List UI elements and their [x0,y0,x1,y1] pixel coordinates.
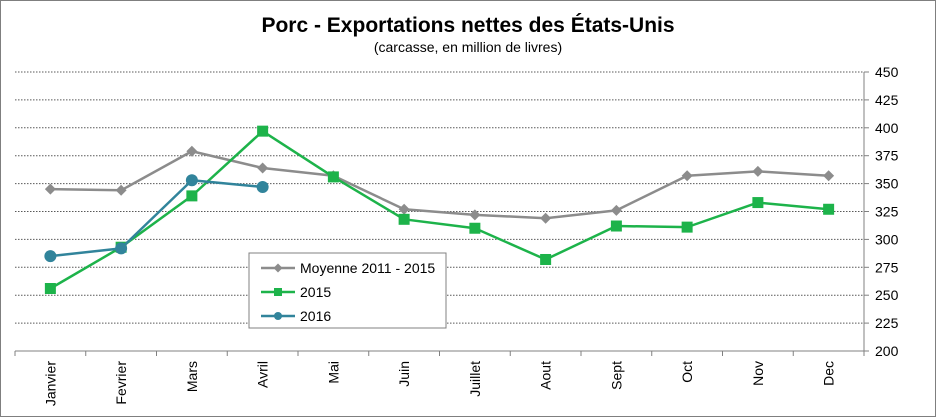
x-tick-label: Avril [255,361,271,388]
data-point [752,197,764,209]
legend: Moyenne 2011 - 2015 2015 2016 [248,252,447,329]
x-tick-label: Juin [396,361,412,387]
data-point [398,213,410,225]
data-point [257,162,269,174]
data-point [469,222,481,234]
data-point [610,204,622,216]
data-point [186,190,198,202]
legend-swatch-marker [274,288,282,296]
x-tick-label: Fevrier [113,361,129,405]
x-tick-label: Mai [325,361,341,384]
data-point [752,165,764,177]
series-line [50,149,829,220]
y-tick-label: 400 [875,120,899,136]
legend-label: Moyenne 2011 - 2015 [300,260,435,276]
series-0 [44,145,835,224]
y-tick-label: 250 [875,287,899,303]
data-point [327,171,339,183]
series [44,125,835,295]
y-tick-label: 275 [875,259,899,275]
data-point [257,125,269,137]
legend-swatch-marker [274,312,282,320]
y-tick-label: 325 [875,204,899,220]
x-tick-label: Oct [679,361,695,383]
data-point [185,174,198,187]
legend-swatch-marker [273,263,283,273]
data-point [540,253,552,265]
data-point [681,170,693,182]
x-tick-label: Mars [184,361,200,392]
y-tick-label: 225 [875,315,899,331]
chart-title: Porc - Exportations nettes des États-Uni… [261,14,674,37]
data-point [44,283,56,295]
data-point [823,203,835,215]
x-tick-label: Dec [821,361,837,386]
y-tick-label: 375 [875,148,899,164]
data-point [540,212,552,224]
data-point [44,183,56,195]
data-point [256,180,269,193]
x-tick-label: Sept [608,361,624,390]
legend-entry: 2016 [261,308,331,324]
chart-subtitle: (carcasse, en million de livres) [374,39,562,55]
series-line [49,129,829,290]
data-point [115,242,128,255]
axes: 450 425 400 375 350 325 300 275 250 225 200 Janvier… [14,64,899,406]
legend-label: 2016 [300,308,331,324]
y-tick-label: 450 [875,64,899,80]
y-tick-label: 300 [875,231,899,247]
y-tick-label: 425 [875,92,899,108]
legend-entry: 2015 [261,284,331,300]
data-point [681,221,693,233]
data-point [823,170,835,182]
x-tick-label: Aout [538,361,554,390]
legend-label: 2015 [300,284,331,300]
legend-entry: Moyenne 2011 - 2015 [261,260,435,276]
data-point [115,184,127,196]
data-point [186,145,198,157]
y-tick-label: 200 [875,343,899,359]
x-tick-label: Juillet [467,361,483,397]
data-point [469,209,481,221]
y-tick-label: 350 [875,176,899,192]
x-tick-label: Janvier [42,361,58,406]
data-point [44,250,57,263]
series-line [50,179,263,258]
x-tick-label: Nov [750,361,766,386]
data-point [398,203,410,215]
series-2 [44,174,269,263]
data-point [610,220,622,232]
